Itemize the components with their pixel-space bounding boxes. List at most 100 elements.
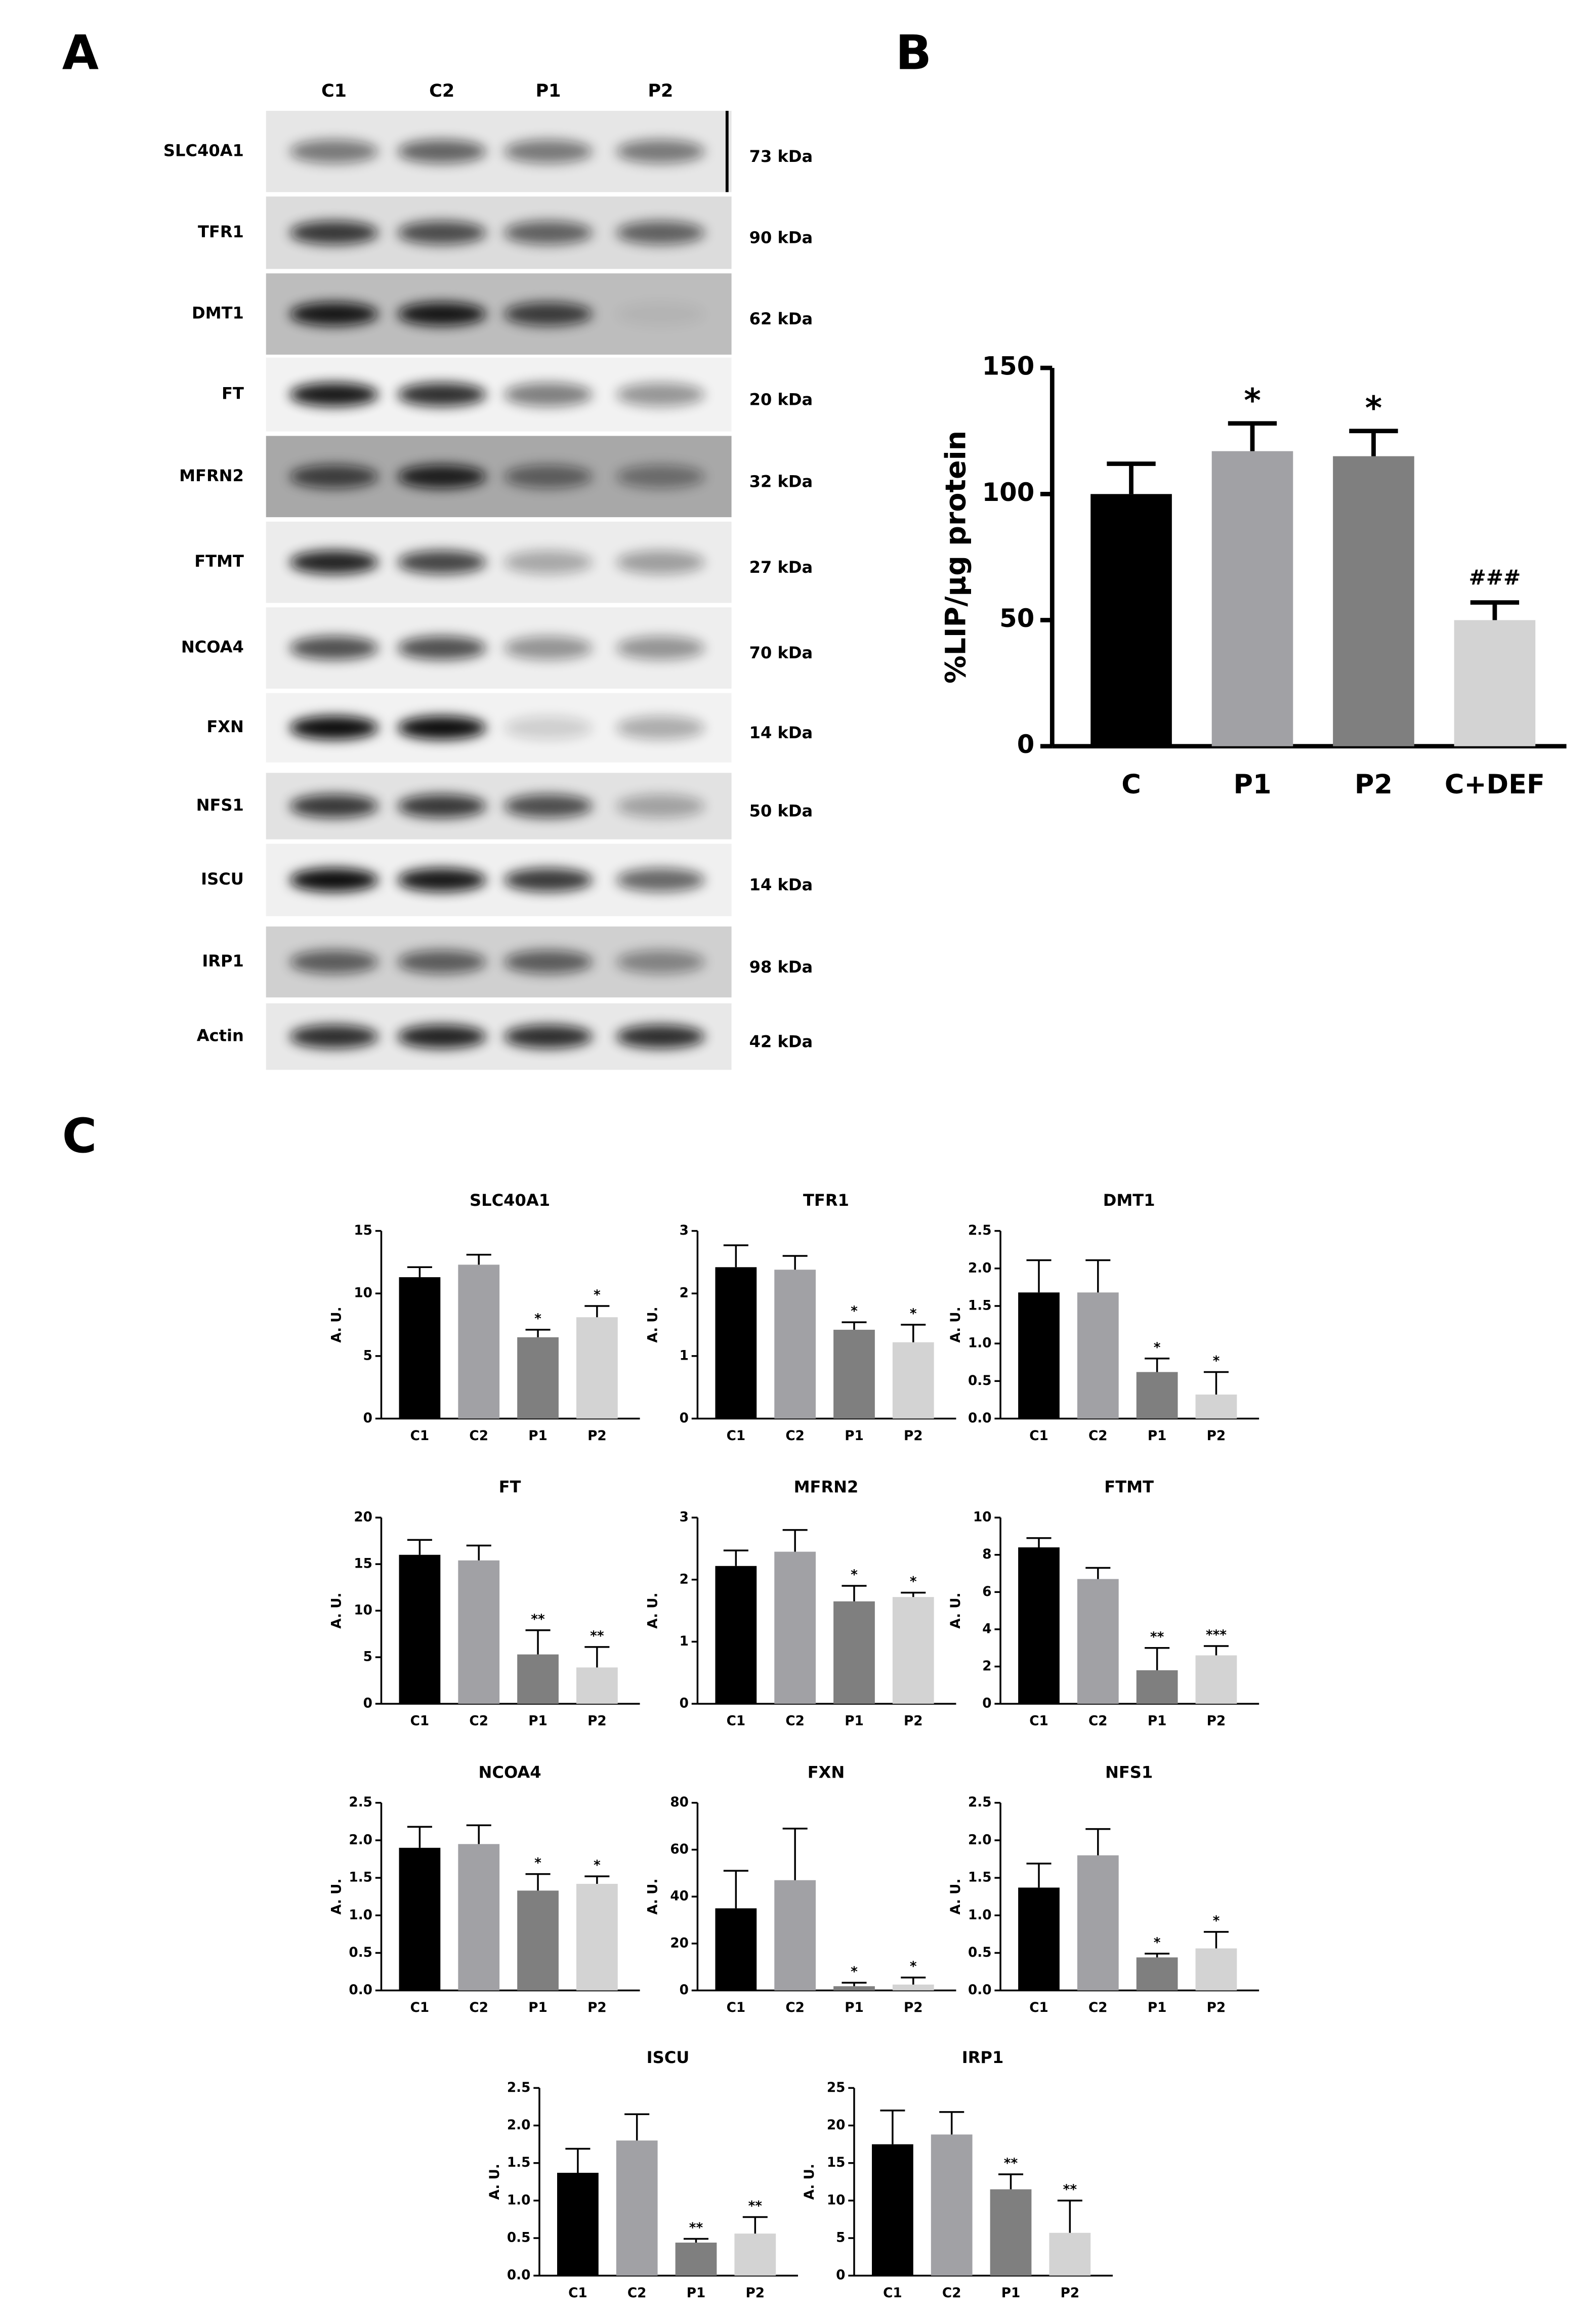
significance: * — [851, 1304, 858, 1319]
bar — [1018, 1887, 1060, 1991]
band — [503, 950, 593, 974]
band — [616, 868, 705, 892]
y-tick-label: 0 — [680, 1411, 689, 1426]
band — [397, 221, 486, 245]
significance: ### — [1469, 565, 1521, 589]
significance: ** — [590, 1629, 604, 1644]
y-tick-label: 0.0 — [968, 1411, 992, 1426]
y-tick-label: 0 — [680, 1696, 689, 1711]
protein-label: MFRN2 — [179, 466, 244, 485]
x-tick-label: C2 — [785, 2000, 805, 2015]
x-tick-label: C2 — [785, 1714, 805, 1729]
panel-label: C — [62, 1109, 97, 1164]
x-tick-label: P1 — [1148, 2000, 1167, 2015]
chart-title: IRP1 — [962, 2048, 1004, 2067]
band — [616, 302, 705, 326]
chart-title: DMT1 — [1103, 1191, 1155, 1210]
significance: ** — [689, 2221, 703, 2236]
significance: * — [534, 1856, 541, 1871]
band — [616, 715, 705, 740]
x-tick-label: C1 — [883, 2286, 902, 2301]
bar — [774, 1880, 816, 1991]
y-axis-label: A. U. — [645, 1307, 660, 1342]
y-tick-label: 0 — [982, 1696, 991, 1711]
bar — [576, 1667, 618, 1704]
y-tick-label: 15 — [827, 2155, 846, 2170]
bar — [1211, 451, 1293, 746]
y-tick-label: 15 — [354, 1556, 372, 1572]
band — [503, 139, 593, 163]
y-axis-label: A. U. — [329, 1307, 344, 1342]
protein-label: FT — [222, 384, 244, 403]
y-tick-label: 10 — [354, 1286, 372, 1301]
y-tick-label: 60 — [670, 1842, 689, 1857]
bar — [1136, 1372, 1178, 1419]
significance: * — [851, 1568, 858, 1583]
x-tick-label: P1 — [687, 2286, 706, 2301]
band — [616, 636, 705, 660]
x-tick-label: P2 — [1207, 2000, 1226, 2015]
band — [616, 139, 705, 163]
band — [289, 636, 379, 660]
bar — [715, 1267, 757, 1419]
x-tick-label: C1 — [727, 1714, 746, 1729]
y-tick-label: 4 — [982, 1621, 991, 1636]
lane-label: C2 — [429, 80, 454, 101]
y-tick-label: 2.0 — [968, 1832, 992, 1847]
y-axis-label: A. U. — [645, 1879, 660, 1915]
y-tick-label: 0 — [680, 1983, 689, 1998]
size-label: 62 kDa — [749, 309, 813, 328]
y-axis-label: A. U. — [802, 2164, 817, 2200]
bar — [399, 1847, 441, 1991]
bar — [1077, 1579, 1119, 1704]
x-tick-label: C2 — [469, 2000, 488, 2015]
band — [616, 1025, 705, 1048]
size-label: 14 kDa — [749, 875, 813, 895]
x-tick-label: P1 — [528, 2000, 548, 2015]
band — [503, 383, 593, 407]
significance: * — [910, 1959, 917, 1974]
y-axis-label: A. U. — [487, 2164, 502, 2200]
x-tick-label: C2 — [1088, 2000, 1108, 2015]
band — [503, 636, 593, 660]
y-tick-label: 10 — [354, 1603, 372, 1618]
y-tick-label: 50 — [999, 604, 1034, 633]
band — [397, 868, 486, 892]
y-tick-label: 150 — [982, 352, 1035, 381]
y-tick-label: 10 — [973, 1510, 992, 1525]
band — [503, 868, 593, 892]
lane-label: P1 — [535, 80, 561, 101]
band — [503, 221, 593, 245]
bar — [833, 1601, 875, 1704]
y-tick-label: 2 — [982, 1659, 991, 1674]
x-tick-label: C2 — [785, 1428, 805, 1444]
x-tick-label: P2 — [587, 1428, 607, 1444]
protein-label: IRP1 — [202, 951, 244, 971]
x-tick-label: P2 — [904, 1428, 923, 1444]
chart-title: FTMT — [1104, 1478, 1154, 1497]
significance: * — [594, 1858, 601, 1873]
band — [503, 715, 593, 740]
significance: * — [851, 1964, 858, 1979]
bar — [616, 2140, 658, 2276]
y-tick-label: 1.0 — [349, 1908, 372, 1923]
x-tick-label: P1 — [1148, 1428, 1167, 1444]
y-axis-label: A. U. — [329, 1592, 344, 1628]
bar — [1454, 620, 1536, 746]
bar — [675, 2242, 717, 2276]
chart-title: FT — [499, 1478, 521, 1497]
bar — [931, 2134, 973, 2276]
bar — [774, 1270, 816, 1419]
x-tick-label: C1 — [727, 1428, 746, 1444]
y-tick-label: 100 — [982, 478, 1035, 507]
bar — [1136, 1670, 1178, 1704]
y-tick-label: 0 — [363, 1696, 372, 1711]
band — [616, 221, 705, 245]
significance: * — [1213, 1354, 1220, 1369]
band — [616, 550, 705, 574]
y-tick-label: 1 — [680, 1348, 689, 1363]
bar — [517, 1890, 559, 1991]
y-tick-label: 15 — [354, 1223, 372, 1238]
x-tick-label: C+DEF — [1445, 769, 1545, 800]
band — [289, 550, 379, 574]
